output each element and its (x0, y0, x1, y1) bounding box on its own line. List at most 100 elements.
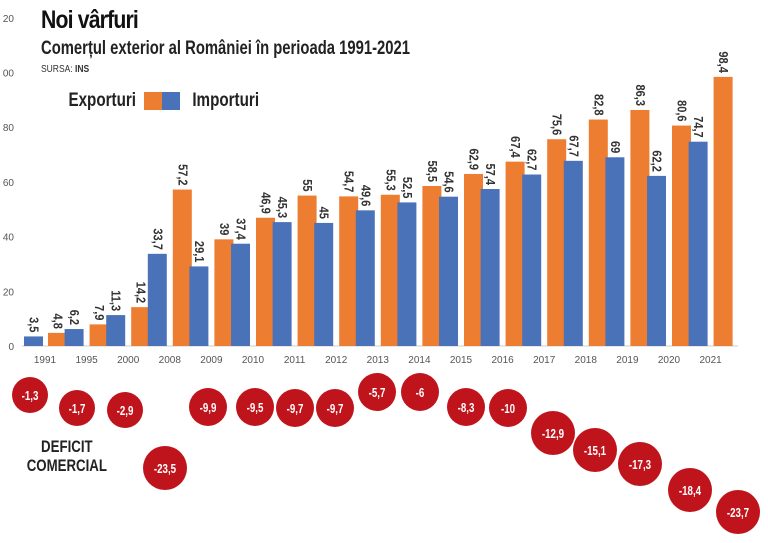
deficit-value-label: -9,5 (247, 402, 264, 416)
deficit-bubble (59, 390, 95, 426)
x-tick-label: 2020 (658, 355, 681, 366)
deficit-bubble (531, 411, 575, 455)
deficit-bubble (401, 373, 439, 411)
deficit-value-label: -12,9 (542, 428, 564, 442)
bar (131, 307, 151, 346)
deficit-bubble (12, 377, 48, 413)
bar-value-label: 54,7 (341, 171, 356, 193)
bar-value-label: 37,4 (233, 218, 248, 240)
bar (214, 239, 234, 346)
bar-value-label: 11,3 (108, 290, 123, 311)
bar (256, 217, 275, 346)
deficit-bubble (316, 389, 354, 427)
y-tick-label: 40 (3, 233, 15, 244)
deficit-value-label: -8,3 (458, 402, 475, 416)
bar-value-label: 4,8 (50, 314, 65, 330)
x-tick-label: 2021 (699, 355, 722, 366)
bar (380, 194, 400, 346)
deficit-bubble (276, 389, 314, 427)
deficit-value-label: -15,1 (584, 445, 607, 459)
deficit-bubble (358, 373, 396, 411)
bar-value-label: 33,7 (150, 228, 165, 250)
bar-value-label: 62,9 (466, 148, 481, 170)
bar-value-label: 52,5 (400, 177, 415, 199)
x-tick-label: 1991 (34, 355, 57, 366)
source-value: INS (75, 64, 90, 75)
x-tick-label: 1995 (75, 355, 98, 366)
bar (464, 173, 483, 346)
bar (422, 186, 442, 346)
deficit-value-label: -6 (416, 387, 425, 401)
bar-value-label: 74,7 (691, 116, 706, 138)
bar (630, 109, 650, 346)
bar-value-label: 39 (217, 223, 232, 236)
bar-value-label: 67,7 (566, 135, 581, 157)
bar (106, 315, 126, 346)
deficit-bubble (189, 388, 227, 426)
deficit-value-label: -18,4 (679, 485, 702, 499)
deficit-bubble (447, 388, 485, 426)
bar-value-label: 14,2 (133, 282, 148, 304)
bar (688, 141, 708, 346)
bar-value-label: 75,6 (549, 114, 564, 136)
bar (397, 202, 417, 346)
bar (480, 189, 500, 346)
bar-value-label: 55,3 (383, 169, 398, 191)
legend-label-importuri: Importuri (192, 90, 260, 111)
deficit-bubble (668, 468, 712, 512)
y-tick-label: 20 (3, 14, 15, 25)
bar-value-label: 49,6 (358, 185, 373, 207)
bar (605, 157, 625, 346)
bar (189, 266, 209, 346)
bar (339, 196, 359, 346)
bar-value-label: 57,2 (175, 164, 190, 186)
x-tick-label: 2018 (575, 355, 598, 366)
bar (522, 174, 542, 346)
deficit-value-label: -23,7 (727, 507, 749, 521)
y-tick-label: 80 (3, 123, 15, 134)
bar (147, 253, 167, 346)
deficit-bubble (236, 388, 274, 426)
x-tick-label: 2014 (408, 355, 431, 366)
bar (24, 336, 43, 346)
deficit-value-label: -1,7 (69, 403, 86, 417)
bar (647, 175, 666, 346)
bar-value-label: 54,6 (441, 171, 456, 193)
bar-value-label: 69 (608, 141, 623, 154)
bar-value-label: 62,2 (649, 150, 664, 172)
bar-value-label: 55 (300, 179, 315, 192)
bar-value-label: 3,5 (26, 317, 41, 333)
deficit-bubble (489, 389, 527, 427)
x-tick-label: 2011 (284, 355, 306, 366)
y-tick-label: 20 (3, 287, 15, 298)
x-tick-label: 2019 (616, 355, 639, 366)
legend-label-exporturi: Exporturi (68, 90, 137, 111)
legend-swatch-orange (144, 92, 163, 110)
bar-value-label: 86,3 (633, 84, 648, 106)
bar (64, 329, 84, 346)
deficit-label-line2: COMERCIAL (26, 456, 107, 475)
x-tick-label: 2012 (325, 355, 348, 366)
bar (355, 210, 375, 346)
bar (588, 119, 608, 347)
deficit-bubble (716, 490, 760, 534)
bar-value-label: 80,6 (674, 100, 689, 122)
chart-title: Noi vârfuri (41, 6, 139, 34)
deficit-value-label: -10 (501, 403, 515, 417)
deficit-value-label: -9,9 (200, 402, 217, 416)
bar (48, 332, 67, 346)
bar-value-label: 45,3 (275, 197, 290, 219)
bar (672, 125, 691, 347)
x-tick-label: 2008 (159, 355, 182, 366)
x-tick-label: 2009 (200, 355, 223, 366)
y-tick-label: 60 (3, 178, 15, 189)
bar-value-label: 46,9 (258, 192, 273, 214)
deficit-label-line1: DEFICIT (41, 437, 93, 456)
bar (439, 196, 458, 346)
x-tick-label: 2000 (117, 355, 140, 366)
bar (547, 139, 567, 346)
bar-value-label: 7,9 (92, 305, 107, 321)
bar (89, 324, 109, 346)
deficit-bubble (143, 446, 187, 490)
